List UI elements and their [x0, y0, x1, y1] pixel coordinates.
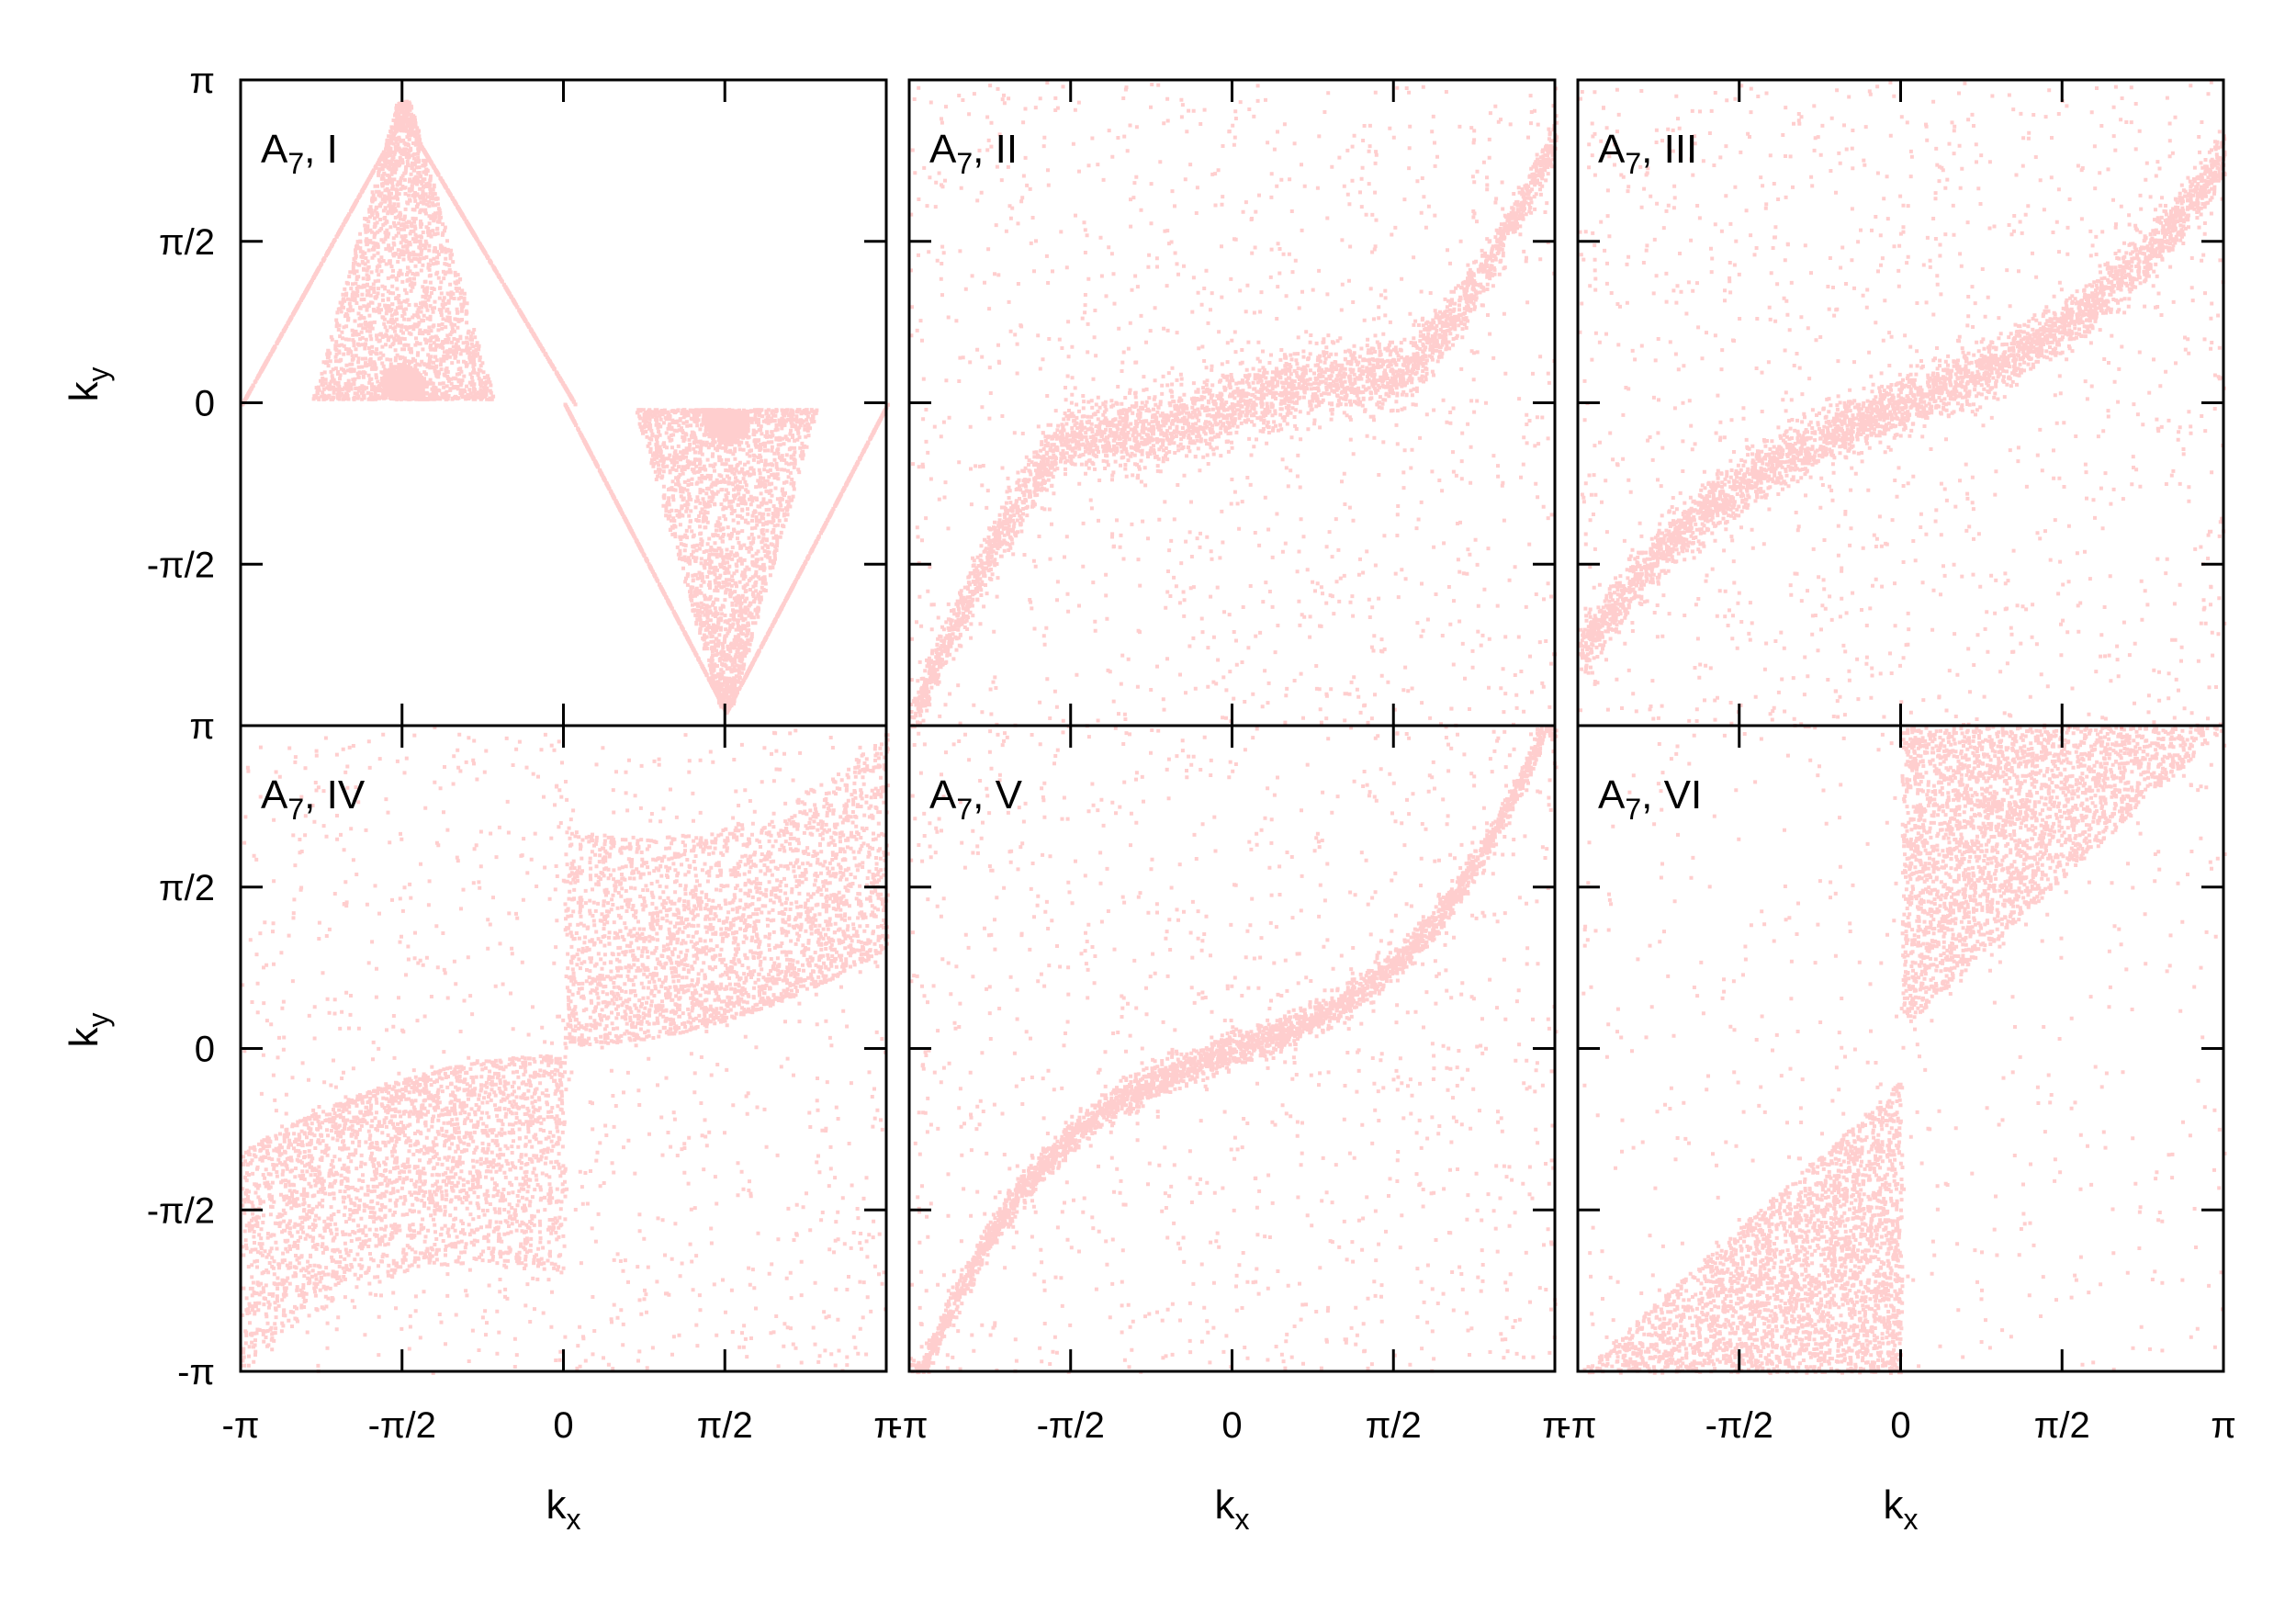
panel-label-1-subscript: 7	[287, 147, 304, 180]
y-tick-label: π	[189, 706, 215, 747]
x-axis-label: kx	[1215, 1482, 1250, 1536]
panel-label-3-base: A	[1598, 127, 1626, 172]
panel-label-6: A7, VI	[1598, 772, 1702, 826]
panel-label-2-suffix: , II	[973, 127, 1018, 172]
x-tick-label: -π/2	[1037, 1405, 1105, 1446]
y-tick-label: π	[189, 61, 215, 101]
x-tick-label: π/2	[697, 1405, 753, 1446]
x-axis-label: kx	[546, 1482, 581, 1536]
x-axis-label-subscript: x	[567, 1503, 581, 1536]
panel-label-5-base: A	[929, 772, 957, 817]
y-axis-label-base: k	[62, 381, 107, 402]
panel-label-6-subscript: 7	[1625, 793, 1641, 826]
panel-label-3-suffix: , III	[1641, 127, 1697, 172]
x-axis-label-base: k	[1215, 1482, 1236, 1527]
panel-label-1: A7, I	[261, 127, 338, 180]
y-axis-label: ky	[62, 1013, 115, 1048]
panel-label-5: A7, V	[929, 772, 1023, 826]
panel-label-2-subscript: 7	[956, 147, 973, 180]
y-axis-label-base: k	[62, 1027, 107, 1048]
scatter-points-panel-2	[909, 81, 1559, 729]
y-tick-label: -π/2	[147, 545, 215, 585]
x-axis-label-subscript: x	[1904, 1503, 1919, 1536]
panel-label-3-subscript: 7	[1625, 147, 1641, 180]
panel-label-3: A7, III	[1598, 127, 1697, 180]
panel-label-1-base: A	[261, 127, 288, 172]
y-tick-label: π/2	[159, 868, 215, 908]
y-axis-label-subscript: y	[82, 367, 115, 382]
x-tick-label: -π	[891, 1405, 929, 1446]
y-tick-label: -π	[177, 1352, 215, 1392]
x-tick-label: π	[1542, 1405, 1568, 1446]
panel-label-6-base: A	[1598, 772, 1626, 817]
panel-label-4-base: A	[261, 772, 288, 817]
x-tick-label: 0	[1890, 1405, 1910, 1446]
x-axis-label-base: k	[546, 1482, 568, 1527]
panel-label-5-subscript: 7	[956, 793, 973, 826]
x-axis-label: kx	[1884, 1482, 1919, 1536]
panel-label-4-suffix: , IV	[304, 772, 366, 817]
x-tick-label: π	[2211, 1405, 2236, 1446]
scatter-points-panel-1	[241, 99, 890, 716]
y-tick-label: 0	[195, 384, 215, 424]
x-axis-label-base: k	[1884, 1482, 1905, 1527]
panel-label-4: A7, IV	[261, 772, 366, 826]
panel-label-5-suffix: , V	[973, 772, 1022, 817]
panel-label-2-base: A	[929, 127, 957, 172]
x-tick-label: π/2	[1366, 1405, 1422, 1446]
x-tick-label: -π	[222, 1405, 260, 1446]
x-tick-label: -π	[1559, 1405, 1597, 1446]
panel-label-2: A7, II	[929, 127, 1018, 180]
frames-layer	[239, 78, 2225, 1373]
y-axis-label: ky	[62, 367, 115, 402]
y-tick-label: -π/2	[147, 1190, 215, 1231]
scatter-points-panel-6	[1581, 726, 2227, 1375]
x-tick-label: 0	[553, 1405, 573, 1446]
y-tick-label: π/2	[159, 222, 215, 263]
x-tick-label: 0	[1221, 1405, 1242, 1446]
y-tick-label: 0	[195, 1030, 215, 1070]
x-tick-label: π/2	[2034, 1405, 2090, 1446]
x-tick-label: -π/2	[1705, 1405, 1773, 1446]
x-axis-label-subscript: x	[1235, 1503, 1250, 1536]
y-axis-label-subscript: y	[82, 1013, 115, 1028]
panel-label-6-suffix: , VI	[1641, 772, 1702, 817]
scatter-points-panel-3	[1578, 80, 2227, 729]
points-layer	[241, 80, 2227, 1375]
panel-label-4-subscript: 7	[287, 793, 304, 826]
scatter-points-panel-5	[909, 726, 1559, 1375]
x-tick-label: π	[873, 1405, 899, 1446]
x-tick-label: -π/2	[368, 1405, 436, 1446]
scatter-points-panel-4	[241, 726, 890, 1375]
panel-label-1-suffix: , I	[304, 127, 338, 172]
